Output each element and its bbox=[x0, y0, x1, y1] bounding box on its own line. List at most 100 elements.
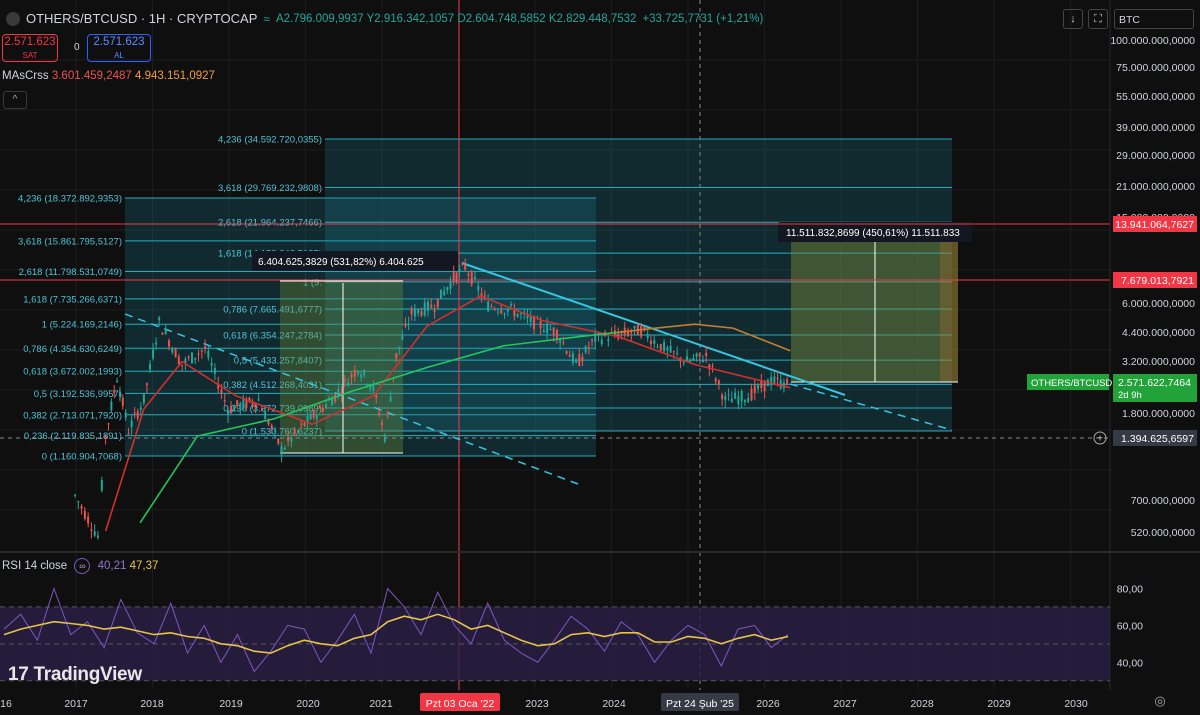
candle-body bbox=[607, 338, 610, 342]
candle-body bbox=[542, 330, 545, 333]
trendline-dashed-left bbox=[124, 313, 579, 485]
fib-right-level-label: 1 (9. bbox=[303, 277, 322, 288]
candle-body bbox=[107, 423, 110, 425]
candle-body bbox=[630, 332, 633, 334]
fullscreen-icon[interactable]: ⛶ bbox=[1088, 9, 1108, 29]
download-icon[interactable]: ↓ bbox=[1063, 9, 1083, 29]
gear-icon[interactable]: ◎ bbox=[1154, 693, 1166, 708]
resistance-price-tag-1-bg bbox=[1113, 216, 1197, 232]
x-tick-label: 2018 bbox=[140, 698, 164, 710]
candle-body bbox=[260, 408, 263, 411]
candle-body bbox=[220, 389, 223, 394]
candle-body bbox=[452, 272, 455, 281]
candle-body bbox=[353, 370, 356, 377]
sell-button[interactable]: 2.571.623 SAT bbox=[2, 34, 58, 62]
fib-left-level-label: 0,618 (3.672.002,1993) bbox=[23, 367, 122, 378]
x-tick-label: Pzt 24 Şub '25 bbox=[666, 698, 734, 710]
fib-left-level-label: 4,236 (18.372.892,9353) bbox=[18, 194, 122, 205]
candle-body bbox=[380, 422, 383, 425]
x-tick-label: 2017 bbox=[64, 698, 88, 710]
candle-body bbox=[181, 364, 184, 366]
candle-body bbox=[552, 327, 555, 336]
trendline-dashed-right bbox=[789, 383, 953, 431]
candle-body bbox=[436, 298, 439, 308]
candle-body bbox=[753, 385, 756, 394]
candle-body bbox=[737, 396, 740, 405]
candle-body bbox=[239, 403, 242, 410]
candle-body bbox=[643, 326, 646, 330]
candle-body bbox=[340, 392, 343, 395]
candle-body bbox=[100, 480, 103, 491]
rsi-settings-icon[interactable]: ∞ bbox=[74, 558, 91, 574]
candle-body bbox=[127, 433, 130, 435]
candle-body bbox=[727, 394, 730, 396]
candle-body bbox=[539, 321, 542, 329]
x-tick-label: 2026 bbox=[756, 698, 780, 710]
symbol-tag-bg bbox=[1027, 374, 1109, 390]
candle-body bbox=[233, 406, 236, 412]
candle-body bbox=[446, 287, 449, 291]
candle-body bbox=[217, 383, 220, 389]
x-tick-label: Pzt 03 Oca '22 bbox=[426, 698, 495, 710]
tradingview-logo[interactable]: 17 TradingView bbox=[8, 664, 142, 686]
add-alert-plus: + bbox=[1097, 434, 1103, 445]
candle-body bbox=[324, 404, 327, 408]
candle-body bbox=[207, 350, 210, 358]
crosshair-price-tag-bg bbox=[1113, 430, 1197, 446]
candle-body bbox=[562, 342, 565, 344]
candle-body bbox=[155, 342, 158, 345]
candle-body bbox=[87, 516, 90, 524]
candle-body bbox=[506, 309, 509, 312]
sell-price: 2.571.623 bbox=[4, 36, 56, 48]
candle-body bbox=[763, 380, 766, 392]
candle-body bbox=[254, 403, 257, 408]
candle-body bbox=[152, 349, 155, 359]
symbol-title[interactable]: OTHERS/BTCUSD · 1H · CRYPTOCAP bbox=[26, 11, 258, 26]
candle-body bbox=[104, 435, 107, 439]
tv-mark-icon: 17 bbox=[8, 664, 29, 685]
candle-body bbox=[779, 379, 782, 389]
candle-body bbox=[575, 359, 578, 363]
candle-body bbox=[124, 412, 127, 418]
moving-average-line bbox=[139, 331, 619, 524]
candle-body bbox=[423, 302, 426, 316]
indicator-name: MAsCrss bbox=[2, 70, 49, 82]
buy-button[interactable]: 2.571.623 AL bbox=[87, 34, 151, 62]
compare-symbol-input[interactable]: BTC bbox=[1114, 9, 1194, 29]
candle-body bbox=[730, 398, 733, 403]
fib-right-level-label: 4,236 (34.592.720,0355) bbox=[218, 135, 322, 146]
candle-body bbox=[433, 310, 436, 312]
candle-body bbox=[177, 356, 180, 365]
y-tick-label: 700.000,0000 bbox=[1131, 495, 1195, 507]
x-tick-label: 2019 bbox=[219, 698, 243, 710]
rsi-legend[interactable]: RSI 14 close ∞ 40,21 47,37 bbox=[2, 558, 158, 574]
candle-body bbox=[430, 304, 433, 308]
candle-body bbox=[306, 416, 309, 424]
candle-body bbox=[309, 413, 312, 420]
candle-body bbox=[666, 347, 669, 351]
candle-body bbox=[711, 365, 714, 367]
candle-body bbox=[369, 386, 372, 390]
candle-body bbox=[455, 272, 458, 282]
fib-left-level-label: 0,5 (3.192.536,9957) bbox=[34, 389, 122, 400]
candle-body bbox=[490, 306, 493, 308]
brand-name: TradingView bbox=[33, 664, 143, 685]
candle-body bbox=[383, 436, 386, 442]
measure-label-bg-2 bbox=[778, 222, 972, 242]
candle-body bbox=[682, 361, 685, 364]
candle-body bbox=[770, 377, 773, 386]
rsi-y-tick: 40,00 bbox=[1117, 657, 1143, 669]
moving-average-line bbox=[618, 323, 791, 352]
candle-body bbox=[83, 510, 86, 519]
measure-label-2: 11.511.832,8699 (450,61%) 11.511.833 bbox=[786, 228, 960, 239]
candle-body bbox=[587, 347, 590, 349]
candle-body bbox=[236, 400, 239, 407]
candle-body bbox=[458, 268, 461, 273]
fib-left-level-label: 1,618 (7.735.266,6371) bbox=[23, 294, 122, 305]
symbol-tag: OTHERS/BTCUSD bbox=[1031, 378, 1112, 389]
collapse-legend-button[interactable]: ^ bbox=[3, 91, 27, 109]
candle-body bbox=[257, 399, 260, 401]
indicator-legend[interactable]: MAsCrss 3.601.459,2487 4.943.151,0927 bbox=[2, 70, 215, 82]
